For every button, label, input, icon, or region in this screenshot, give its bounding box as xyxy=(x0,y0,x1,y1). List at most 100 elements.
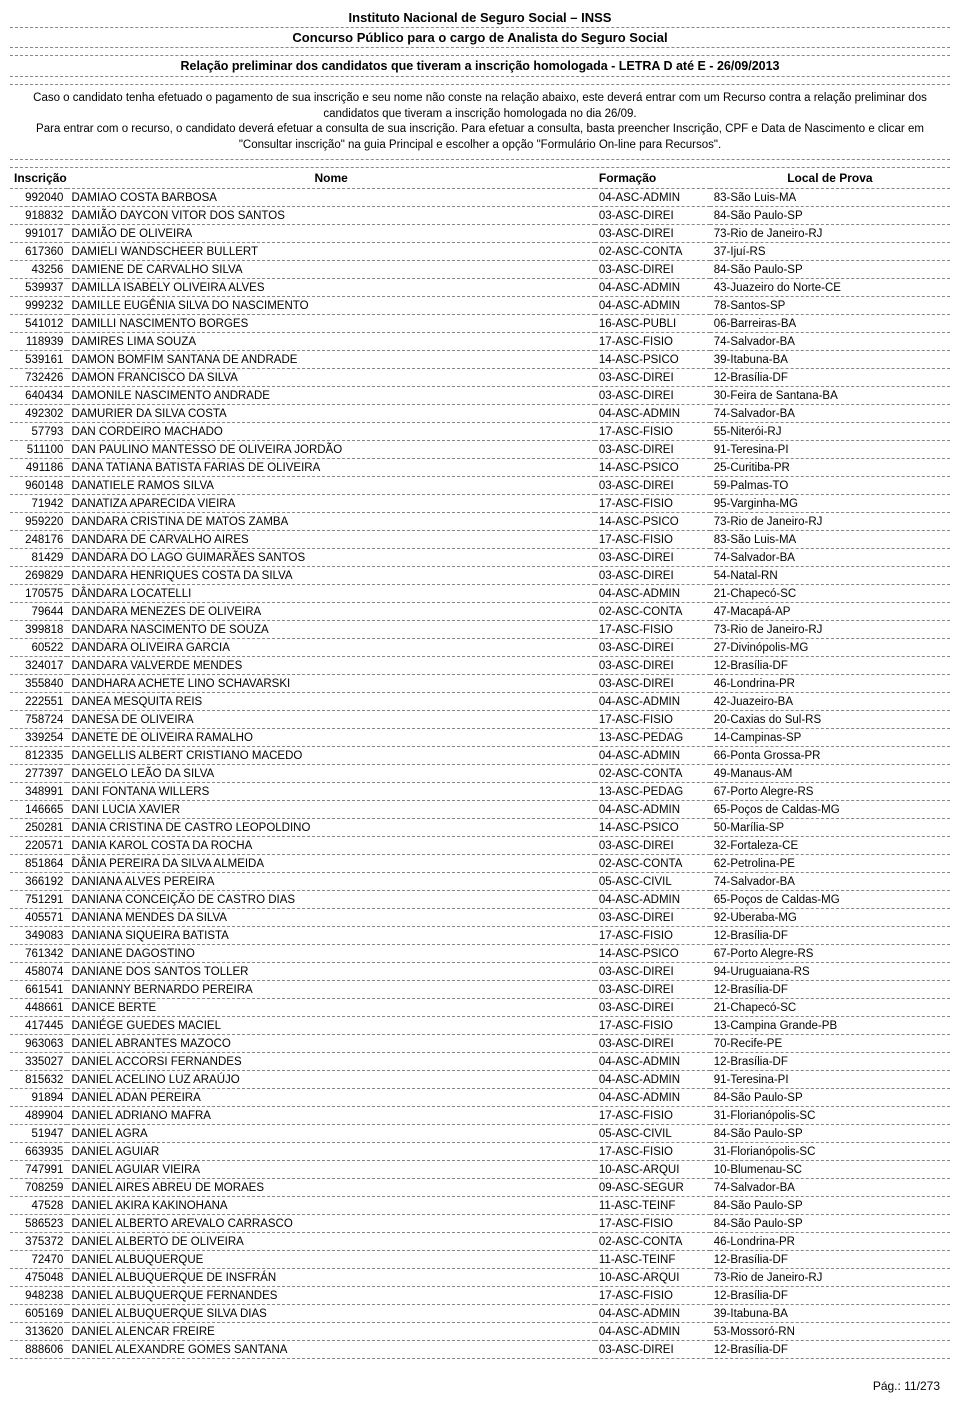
cell-inscricao: 489904 xyxy=(10,1107,67,1125)
cell-inscricao: 751291 xyxy=(10,891,67,909)
notice-p2: Para entrar com o recurso, o candidato d… xyxy=(14,122,946,153)
table-row: 539937DAMILLA ISABELY OLIVEIRA ALVES04-A… xyxy=(10,279,950,297)
cell-formacao: 03-ASC-DIREI xyxy=(595,1341,710,1359)
cell-local: 59-Palmas-TO xyxy=(710,477,950,495)
cell-formacao: 09-ASC-SEGUR xyxy=(595,1179,710,1197)
cell-formacao: 03-ASC-DIREI xyxy=(595,549,710,567)
cell-local: 25-Curitiba-PR xyxy=(710,459,950,477)
table-row: 57793DAN CORDEIRO MACHADO17-ASC-FISIO55-… xyxy=(10,423,950,441)
cell-nome: DAMONILE NASCIMENTO ANDRADE xyxy=(67,387,594,405)
table-row: 963063DANIEL ABRANTES MAZOCO03-ASC-DIREI… xyxy=(10,1035,950,1053)
cell-inscricao: 324017 xyxy=(10,657,67,675)
cell-formacao: 17-ASC-FISIO xyxy=(595,1017,710,1035)
cell-nome: DANIEL ALBUQUERQUE FERNANDES xyxy=(67,1287,594,1305)
cell-inscricao: 605169 xyxy=(10,1305,67,1323)
cell-nome: DAMILLI NASCIMENTO BORGES xyxy=(67,315,594,333)
table-row: 511100DAN PAULINO MANTESSO DE OLIVEIRA J… xyxy=(10,441,950,459)
cell-inscricao: 348991 xyxy=(10,783,67,801)
cell-formacao: 02-ASC-CONTA xyxy=(595,765,710,783)
cell-nome: DANIEL ACELINO LUZ ARAÚJO xyxy=(67,1071,594,1089)
cell-inscricao: 60522 xyxy=(10,639,67,657)
cell-nome: DANIÉGE GUEDES MACIEL xyxy=(67,1017,594,1035)
cell-local: 73-Rio de Janeiro-RJ xyxy=(710,1269,950,1287)
cell-local: 21-Chapecó-SC xyxy=(710,585,950,603)
cell-local: 12-Brasília-DF xyxy=(710,369,950,387)
table-row: 375372DANIEL ALBERTO DE OLIVEIRA02-ASC-C… xyxy=(10,1233,950,1251)
cell-formacao: 11-ASC-TEINF xyxy=(595,1251,710,1269)
cell-local: 12-Brasília-DF xyxy=(710,1341,950,1359)
table-row: 761342DANIANE DAGOSTINO14-ASC-PSICO67-Po… xyxy=(10,945,950,963)
cell-nome: DAMIELI WANDSCHEER BULLERT xyxy=(67,243,594,261)
cell-formacao: 17-ASC-FISIO xyxy=(595,1143,710,1161)
cell-formacao: 03-ASC-DIREI xyxy=(595,963,710,981)
cell-inscricao: 222551 xyxy=(10,693,67,711)
cell-local: 32-Fortaleza-CE xyxy=(710,837,950,855)
cell-formacao: 04-ASC-ADMIN xyxy=(595,1089,710,1107)
col-formacao: Formação xyxy=(595,168,710,189)
cell-inscricao: 170575 xyxy=(10,585,67,603)
spacer xyxy=(10,77,950,85)
table-row: 91894DANIEL ADAN PEREIRA04-ASC-ADMIN84-S… xyxy=(10,1089,950,1107)
cell-nome: DAN CORDEIRO MACHADO xyxy=(67,423,594,441)
cell-formacao: 14-ASC-PSICO xyxy=(595,513,710,531)
cell-nome: DANIANA ALVES PEREIRA xyxy=(67,873,594,891)
cell-formacao: 05-ASC-CIVIL xyxy=(595,1125,710,1143)
cell-formacao: 03-ASC-DIREI xyxy=(595,837,710,855)
cell-formacao: 14-ASC-PSICO xyxy=(595,351,710,369)
cell-nome: DAN PAULINO MANTESSO DE OLIVEIRA JORDÃO xyxy=(67,441,594,459)
cell-local: 54-Natal-RN xyxy=(710,567,950,585)
cell-inscricao: 541012 xyxy=(10,315,67,333)
cell-inscricao: 918832 xyxy=(10,207,67,225)
spacer xyxy=(10,160,950,168)
cell-nome: DAMILLA ISABELY OLIVEIRA ALVES xyxy=(67,279,594,297)
relation-title: Relação preliminar dos candidatos que ti… xyxy=(10,56,950,77)
cell-formacao: 03-ASC-DIREI xyxy=(595,909,710,927)
cell-nome: DANIEL ALBERTO AREVALO CARRASCO xyxy=(67,1215,594,1233)
cell-inscricao: 640434 xyxy=(10,387,67,405)
cell-inscricao: 991017 xyxy=(10,225,67,243)
cell-nome: DANIANA SIQUEIRA BATISTA xyxy=(67,927,594,945)
table-row: 918832DAMIÃO DAYCON VITOR DOS SANTOS03-A… xyxy=(10,207,950,225)
cell-local: 84-São Paulo-SP xyxy=(710,1197,950,1215)
cell-local: 27-Divinópolis-MG xyxy=(710,639,950,657)
cell-formacao: 04-ASC-ADMIN xyxy=(595,747,710,765)
table-body: 992040DAMIAO COSTA BARBOSA04-ASC-ADMIN83… xyxy=(10,189,950,1359)
cell-inscricao: 758724 xyxy=(10,711,67,729)
cell-formacao: 04-ASC-ADMIN xyxy=(595,189,710,207)
table-row: 349083DANIANA SIQUEIRA BATISTA17-ASC-FIS… xyxy=(10,927,950,945)
cell-inscricao: 732426 xyxy=(10,369,67,387)
table-row: 170575DÂNDARA LOCATELLI04-ASC-ADMIN21-Ch… xyxy=(10,585,950,603)
cell-local: 74-Salvador-BA xyxy=(710,333,950,351)
cell-inscricao: 999232 xyxy=(10,297,67,315)
cell-formacao: 04-ASC-ADMIN xyxy=(595,891,710,909)
table-row: 661541DANIANNY BERNARDO PEREIRA03-ASC-DI… xyxy=(10,981,950,999)
cell-nome: DANDARA CRISTINA DE MATOS ZAMBA xyxy=(67,513,594,531)
cell-formacao: 03-ASC-DIREI xyxy=(595,261,710,279)
cell-inscricao: 661541 xyxy=(10,981,67,999)
cell-inscricao: 339254 xyxy=(10,729,67,747)
cell-formacao: 03-ASC-DIREI xyxy=(595,477,710,495)
cell-formacao: 04-ASC-ADMIN xyxy=(595,801,710,819)
cell-inscricao: 355840 xyxy=(10,675,67,693)
cell-formacao: 02-ASC-CONTA xyxy=(595,603,710,621)
table-row: 118939DAMIRES LIMA SOUZA17-ASC-FISIO74-S… xyxy=(10,333,950,351)
table-row: 399818DANDARA NASCIMENTO DE SOUZA17-ASC-… xyxy=(10,621,950,639)
page-footer: Pág.: 11/273 xyxy=(10,1359,950,1393)
notice-box: Caso o candidato tenha efetuado o pagame… xyxy=(10,85,950,160)
cell-local: 14-Campinas-SP xyxy=(710,729,950,747)
cell-formacao: 17-ASC-FISIO xyxy=(595,495,710,513)
cell-formacao: 16-ASC-PUBLI xyxy=(595,315,710,333)
cell-formacao: 03-ASC-DIREI xyxy=(595,999,710,1017)
cell-formacao: 02-ASC-CONTA xyxy=(595,855,710,873)
table-row: 747991DANIEL AGUIAR VIEIRA10-ASC-ARQUI10… xyxy=(10,1161,950,1179)
cell-formacao: 17-ASC-FISIO xyxy=(595,531,710,549)
cell-local: 12-Brasília-DF xyxy=(710,1287,950,1305)
table-row: 959220DANDARA CRISTINA DE MATOS ZAMBA14-… xyxy=(10,513,950,531)
table-row: 960148DANATIELE RAMOS SILVA03-ASC-DIREI5… xyxy=(10,477,950,495)
table-row: 355840DANDHARA ACHETE LINO SCHAVARSKI03-… xyxy=(10,675,950,693)
cell-local: 83-São Luis-MA xyxy=(710,189,950,207)
cell-formacao: 03-ASC-DIREI xyxy=(595,441,710,459)
table-row: 812335DANGELLIS ALBERT CRISTIANO MACEDO0… xyxy=(10,747,950,765)
table-row: 888606DANIEL ALEXANDRE GOMES SANTANA03-A… xyxy=(10,1341,950,1359)
cell-inscricao: 43256 xyxy=(10,261,67,279)
